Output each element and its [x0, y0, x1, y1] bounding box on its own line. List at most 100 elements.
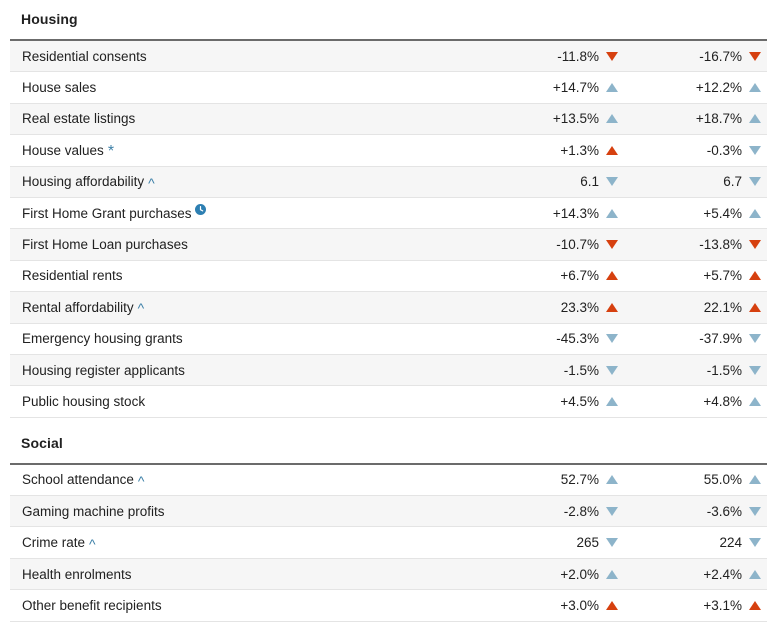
value-column-1: +1.3% — [498, 143, 618, 158]
row-label-text: First Home Loan purchases — [22, 237, 188, 253]
value-column-2: +4.8% — [618, 394, 761, 409]
table-row: School attendance ^ 52.7% 55.0% — [10, 465, 767, 497]
value-column-2: 22.1% — [618, 300, 761, 315]
arrow-up-icon — [606, 600, 618, 610]
indicator-table: Housing Residential consents -11.8% -16.7% H… — [10, 0, 767, 622]
value-text: +6.7% — [560, 268, 599, 284]
arrow-up-icon — [606, 114, 618, 124]
arrow-up-icon — [749, 600, 761, 610]
arrow-down-icon — [606, 538, 618, 548]
value-column-2: -1.5% — [618, 363, 761, 378]
row-label-text: Crime rate — [22, 535, 86, 551]
table-row: Residential rents +6.7% +5.7% — [10, 261, 767, 293]
value-column-1: +2.0% — [498, 567, 618, 582]
value-text: 6.1 — [580, 174, 599, 190]
value-column-1: -10.7% — [498, 237, 618, 252]
value-column-1: -11.8% — [498, 49, 618, 64]
value-text: 22.1% — [703, 299, 742, 315]
row-label-text: Housing register applicants — [22, 362, 185, 378]
section-header: Housing — [10, 0, 767, 41]
value-text: +13.5% — [552, 111, 599, 127]
table-row: Crime rate ^ 265 224 — [10, 527, 767, 559]
row-label-text: Gaming machine profits — [22, 503, 165, 519]
value-column-1: 52.7% — [498, 472, 618, 487]
value-text: +3.1% — [703, 597, 742, 613]
row-label-text: Residential consents — [22, 48, 147, 64]
value-text: -3.6% — [706, 503, 742, 519]
arrow-down-icon — [749, 506, 761, 516]
caret-marker: ^ — [137, 300, 145, 317]
table-row: House values * +1.3% -0.3% — [10, 135, 767, 167]
table-row: First Home Grant purchases +14.3% +5.4% — [10, 198, 767, 230]
row-label-text: Residential rents — [22, 268, 123, 284]
value-column-1: 23.3% — [498, 300, 618, 315]
row-label: House values * — [22, 143, 498, 160]
row-label-text: School attendance — [22, 472, 134, 488]
value-column-2: -13.8% — [618, 237, 761, 252]
table-row: Residential consents -11.8% -16.7% — [10, 41, 767, 73]
section-title: Housing — [21, 11, 78, 27]
row-label-text: Other benefit recipients — [22, 597, 162, 613]
value-text: 52.7% — [560, 472, 599, 488]
arrow-up-icon — [606, 208, 618, 218]
value-text: +1.3% — [560, 142, 599, 158]
section-header: Social — [10, 418, 767, 465]
value-column-2: +2.4% — [618, 567, 761, 582]
value-text: +4.5% — [560, 393, 599, 409]
value-text: -2.8% — [563, 503, 599, 519]
value-text: -37.9% — [699, 331, 742, 347]
value-text: +12.2% — [695, 80, 742, 96]
table-row: House sales +14.7% +12.2% — [10, 72, 767, 104]
arrow-down-icon — [749, 334, 761, 344]
value-column-1: 265 — [498, 535, 618, 550]
table-row: Rental affordability ^ 23.3% 22.1% — [10, 292, 767, 324]
caret-marker: ^ — [148, 174, 155, 191]
row-label: Real estate listings — [22, 111, 498, 126]
table-row: Real estate listings +13.5% +18.7% — [10, 103, 767, 136]
arrow-up-icon — [749, 569, 761, 579]
value-text: -16.7% — [699, 48, 742, 64]
arrow-up-icon — [749, 271, 761, 281]
arrow-up-icon — [606, 396, 618, 406]
row-label: Public housing stock — [22, 394, 498, 409]
row-label: Residential consents — [22, 49, 498, 64]
value-column-1: -45.3% — [498, 331, 618, 346]
value-column-2: +12.2% — [618, 80, 761, 95]
arrow-down-icon — [749, 538, 761, 548]
value-text: 23.3% — [560, 299, 599, 315]
row-label-text: Health enrolments — [22, 566, 132, 582]
arrow-down-icon — [606, 240, 618, 250]
arrow-up-icon — [606, 145, 618, 155]
row-label-text: First Home Grant purchases — [22, 205, 192, 221]
arrow-down-icon — [606, 334, 618, 344]
arrow-up-icon — [606, 569, 618, 579]
table-row: Public housing stock +4.5% +4.8% — [10, 386, 767, 418]
value-text: -0.3% — [706, 142, 742, 158]
arrow-down-icon — [749, 177, 761, 187]
value-column-2: 6.7 — [618, 174, 761, 189]
row-label: First Home Loan purchases — [22, 237, 498, 252]
row-label-text: House sales — [22, 80, 97, 96]
caret-marker: ^ — [89, 535, 96, 552]
clock-icon[interactable] — [194, 203, 206, 215]
arrow-down-icon — [606, 177, 618, 187]
value-text: -1.5% — [563, 362, 599, 378]
row-label: Housing register applicants — [22, 363, 498, 378]
row-label: School attendance ^ — [22, 472, 498, 489]
value-column-1: +3.0% — [498, 598, 618, 613]
row-label: Crime rate ^ — [22, 535, 498, 552]
arrow-up-icon — [606, 271, 618, 281]
value-text: +14.7% — [552, 80, 599, 96]
value-text: +2.4% — [703, 566, 742, 582]
table-row: Housing affordability ^ 6.1 6.7 — [10, 166, 767, 198]
value-column-2: -16.7% — [618, 49, 761, 64]
row-label-text: Public housing stock — [22, 393, 146, 409]
value-column-2: -0.3% — [618, 143, 761, 158]
value-column-2: 55.0% — [618, 472, 761, 487]
value-text: -11.8% — [557, 48, 599, 64]
row-label: Emergency housing grants — [22, 331, 498, 346]
arrow-up-icon — [749, 83, 761, 93]
table-row: Health enrolments +2.0% +2.4% — [10, 558, 767, 591]
arrow-up-icon — [606, 302, 618, 312]
value-column-1: 6.1 — [498, 174, 618, 189]
